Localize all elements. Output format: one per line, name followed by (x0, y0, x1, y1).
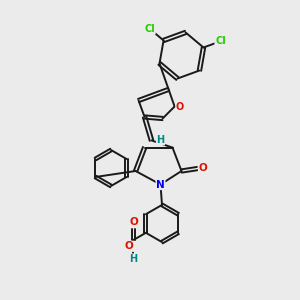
Text: O: O (199, 163, 208, 173)
Text: O: O (130, 217, 139, 227)
Text: H: H (129, 254, 137, 264)
Text: N: N (156, 179, 165, 190)
Text: H: H (156, 135, 165, 145)
Text: O: O (176, 101, 184, 112)
Text: Cl: Cl (144, 24, 155, 34)
Text: O: O (125, 241, 134, 251)
Text: Cl: Cl (215, 36, 226, 46)
